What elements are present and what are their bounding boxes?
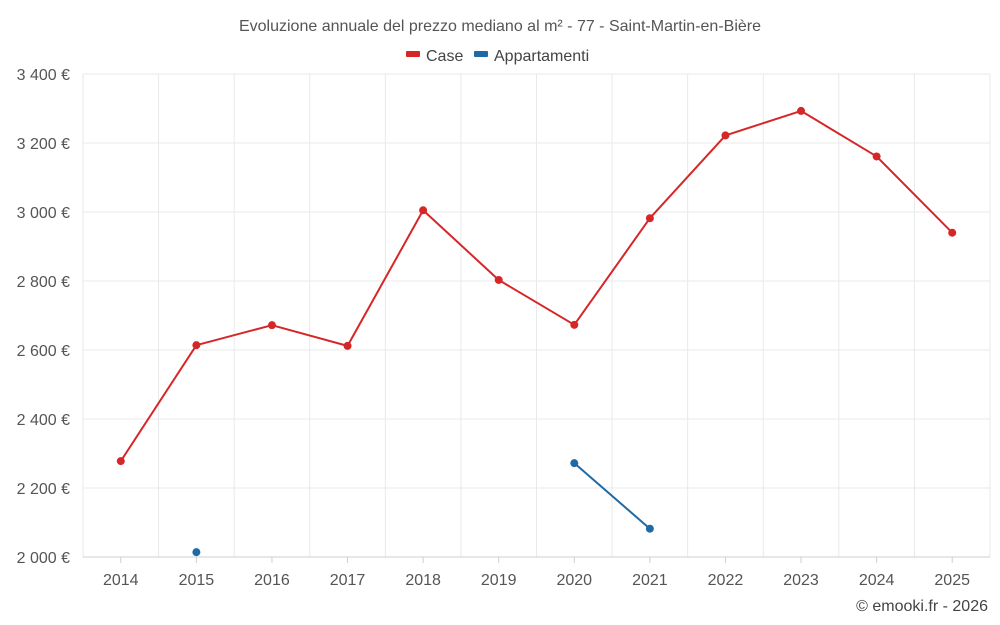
x-tick-label: 2016 [254,572,290,589]
y-tick-label: 2 800 € [17,274,70,291]
x-tick-label: 2017 [330,572,366,589]
legend-swatch-case [406,51,420,57]
x-tick-label: 2021 [632,572,668,589]
series-line-appartamenti [573,462,651,530]
legend: Case Appartamenti [406,48,589,65]
data-point-case [721,131,730,140]
y-tick-label: 2 000 € [17,550,70,567]
x-tick-label: 2022 [708,572,744,589]
data-point-case [948,228,957,237]
data-point-case [116,457,125,466]
x-tick-label: 2024 [859,572,895,589]
data-point-case [797,106,806,115]
x-tick-label: 2020 [556,572,592,589]
y-tick-label: 3 400 € [17,67,70,84]
data-point-appartamenti [192,548,201,557]
data-point-case [192,341,201,350]
data-point-appartamenti [570,459,579,468]
x-tick-label: 2025 [934,572,970,589]
x-tick-label: 2014 [103,572,139,589]
data-point-appartamenti [645,524,654,533]
chart-title: Evoluzione annuale del prezzo mediano al… [239,18,761,35]
legend-label-appartamenti: Appartamenti [494,48,589,65]
x-tick-label: 2015 [179,572,215,589]
data-point-case [419,206,428,215]
series-case [116,106,957,466]
x-tick-label: 2019 [481,572,517,589]
y-tick-label: 2 600 € [17,343,70,360]
credit-text: © emooki.fr - 2026 [856,598,988,615]
x-tick-label: 2023 [783,572,819,589]
data-point-case [343,341,352,350]
y-tick-label: 2 400 € [17,412,70,429]
x-tick-label: 2018 [405,572,441,589]
legend-label-case: Case [426,48,463,65]
data-point-case [570,320,579,329]
y-tick-label: 3 200 € [17,136,70,153]
data-point-case [494,275,503,284]
legend-swatch-appartamenti [474,51,488,57]
series-layer [116,106,957,557]
y-tick-label: 2 200 € [17,481,70,498]
y-axis: 2 000 € 2 200 € 2 400 € 2 600 € 2 800 € 3 000… [17,67,70,567]
y-tick-label: 3 000 € [17,205,70,222]
series-appartamenti [192,459,654,557]
data-point-case [872,152,881,161]
grid [82,73,991,557]
data-point-case [645,214,654,223]
series-line-case [119,109,953,462]
x-axis: 2014 2015 2016 2017 2018 2019 2020 2021 2022 2023… [83,556,990,589]
data-point-case [267,321,276,330]
